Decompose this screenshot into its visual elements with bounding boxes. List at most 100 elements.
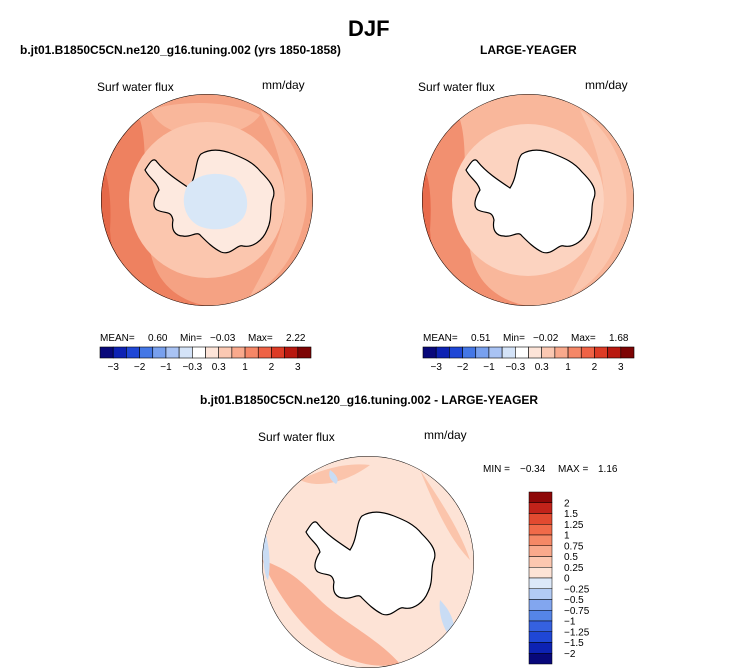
panel3-colorbar: 21.51.2510.750.50.250−0.25−0.5−0.75−1−1.…	[528, 491, 590, 665]
panel3-colorbar-tick-label: 0.75	[564, 541, 584, 552]
panel2-colorbar-swatch	[554, 346, 569, 359]
panel1-min-value: −0.03	[210, 333, 236, 344]
panel2-colorbar-tick-label: 3	[618, 362, 624, 373]
panel3-colorbar-tick-label: 0	[564, 574, 570, 585]
panel2-colorbar-tick-label: −1	[483, 362, 495, 373]
panel1-colorbar-tick-label: −1	[160, 362, 172, 373]
panel3-max-value: 1.16	[598, 464, 618, 475]
panel3-units: mm/day	[424, 428, 467, 442]
panel3-colorbar-swatch	[528, 502, 553, 514]
panel2-colorbar-swatch	[488, 346, 503, 359]
panel2-colorbar-swatch	[528, 346, 542, 359]
panel2-colorbar-tick-label: 1	[565, 362, 571, 373]
panel2-max-value: 1.68	[609, 333, 629, 344]
panel2-colorbar: −3 −2 −1 −0.3 0.3 1 2 3	[422, 346, 635, 373]
panel1-colorbar-tick-label: −2	[134, 362, 146, 373]
panel1-colorbar-swatch	[112, 346, 127, 359]
panel2-colorbar-swatch	[462, 346, 477, 359]
panel1-units: mm/day	[262, 78, 305, 92]
page-title: DJF	[348, 16, 390, 41]
panel1-colorbar-tick-label: 3	[295, 362, 301, 373]
panel1-mean-value: 0.60	[148, 333, 168, 344]
panel1-colorbar-swatch	[271, 346, 285, 359]
panel3-colorbar-tick-label: 2	[564, 498, 570, 509]
panel2-colorbar-tick-label: −0.3	[505, 362, 525, 373]
panel2-colorbar-swatch	[541, 346, 556, 359]
panel1-title: b.jt01.B1850C5CN.ne120_g16.tuning.002 (y…	[20, 43, 341, 57]
panel1-colorbar-swatch	[205, 346, 219, 359]
panel3-colorbar-swatch	[528, 567, 553, 579]
panel3-colorbar-tick-label: 1	[564, 531, 570, 542]
panel1-colorbar-swatch	[99, 346, 114, 359]
panel1-mean-label: MEAN=	[100, 333, 135, 344]
panel3-colorbar-tick-label: 0.5	[564, 552, 578, 563]
panel1-colorbar-swatch	[284, 346, 299, 359]
panel2-mean-value: 0.51	[471, 333, 491, 344]
panel1-max-label: Max=	[248, 333, 273, 344]
panel2-colorbar-swatch	[515, 346, 529, 359]
panel1-colorbar-tick-label: 0.3	[212, 362, 226, 373]
panel2-colorbar-swatch	[620, 346, 635, 359]
panel3-colorbar-swatch	[528, 588, 553, 600]
panel1-colorbar-swatch	[244, 346, 259, 359]
diff-title: b.jt01.B1850C5CN.ne120_g16.tuning.002 - …	[200, 393, 539, 407]
panel3-colorbar-swatch	[528, 631, 553, 643]
panel1-colorbar-swatch	[231, 346, 246, 359]
panel2-variable: Surf water flux	[418, 80, 495, 94]
panel2-colorbar-swatch	[449, 346, 463, 359]
panel1-colorbar-swatch	[218, 346, 233, 359]
panel2-colorbar-swatch	[607, 346, 622, 359]
panel3-colorbar-swatch	[528, 491, 553, 503]
panel3-colorbar-swatch	[528, 545, 553, 557]
panel3-colorbar-swatch	[528, 653, 553, 665]
panel3-max-label: MAX =	[558, 464, 589, 475]
panel2-colorbar-swatch	[580, 346, 595, 359]
panel1-min-label: Min=	[180, 333, 202, 344]
panel1-map	[101, 94, 313, 306]
panel1-colorbar-tick-label: −0.3	[182, 362, 202, 373]
panel3-colorbar-swatch	[528, 524, 553, 536]
panel2-colorbar-swatch	[594, 346, 608, 359]
panel3-colorbar-swatch	[528, 534, 553, 546]
panel2-min-label: Min=	[503, 333, 525, 344]
panel3-colorbar-swatch	[528, 610, 553, 622]
panel2-colorbar-swatch	[475, 346, 490, 359]
panel3-map	[262, 456, 474, 668]
panel3-colorbar-swatch	[528, 599, 553, 611]
panel3-colorbar-tick-label: 1.5	[564, 509, 578, 520]
panel3-colorbar-tick-label: −1.25	[564, 627, 590, 638]
panel1-colorbar-swatch	[192, 346, 206, 359]
panel1-variable: Surf water flux	[97, 80, 174, 94]
panel1-colorbar-swatch	[297, 346, 312, 359]
panel1-colorbar-swatch	[178, 346, 193, 359]
panel3-colorbar-swatch	[528, 642, 553, 654]
panel2-title: LARGE-YEAGER	[480, 43, 577, 57]
panel2-map	[422, 94, 634, 306]
panel3-colorbar-swatch	[528, 620, 553, 632]
panel1-colorbar-swatch	[152, 346, 167, 359]
panel2-max-label: Max=	[571, 333, 596, 344]
panel1-colorbar-swatch	[139, 346, 154, 359]
panel1-colorbar-swatch	[165, 346, 180, 359]
panel3-colorbar-swatch	[528, 577, 553, 589]
panel3-min-value: −0.34	[520, 464, 546, 475]
panel3-colorbar-tick-label: −1	[564, 617, 576, 628]
panel1-colorbar-tick-label: 2	[269, 362, 275, 373]
panel1-colorbar-swatch	[126, 346, 140, 359]
panel2-colorbar-tick-label: −2	[457, 362, 469, 373]
panel3-colorbar-tick-label: 1.25	[564, 520, 584, 531]
panel2-colorbar-swatch	[567, 346, 582, 359]
panel2-colorbar-tick-label: −3	[430, 362, 442, 373]
panel1-colorbar-tick-label: −3	[107, 362, 119, 373]
panel2-min-value: −0.02	[533, 333, 559, 344]
panel2-colorbar-tick-label: 0.3	[535, 362, 549, 373]
panel3-colorbar-tick-label: −1.5	[564, 638, 584, 649]
panel3-colorbar-swatch	[528, 556, 553, 568]
panel2-colorbar-tick-label: 2	[592, 362, 598, 373]
panel1-max-value: 2.22	[286, 333, 306, 344]
panel2-colorbar-swatch	[422, 346, 437, 359]
panel3-colorbar-tick-label: −2	[564, 649, 576, 660]
panel3-colorbar-tick-label: −0.25	[564, 584, 590, 595]
panel1-colorbar-tick-label: 1	[242, 362, 248, 373]
